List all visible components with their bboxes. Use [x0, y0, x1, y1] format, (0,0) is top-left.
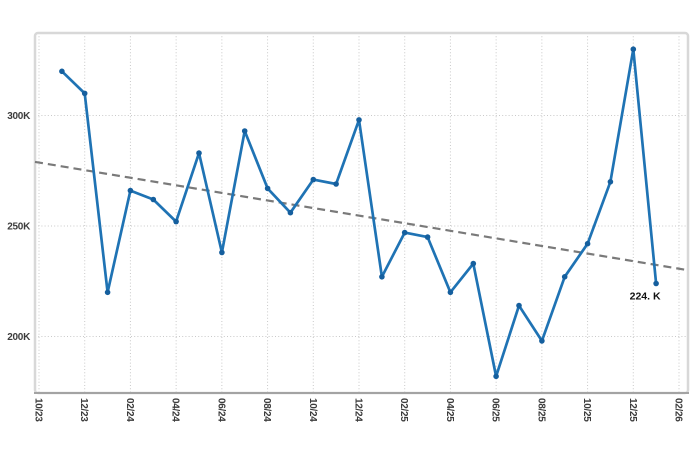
y-tick-label: 200K [7, 332, 31, 343]
x-tick-label: 02/26 [673, 398, 684, 422]
data-point-03-25[interactable] [424, 234, 431, 240]
trend-line [34, 160, 689, 272]
data-point-03-24[interactable] [150, 196, 157, 203]
data-point-11-24[interactable] [333, 181, 339, 187]
data-point-04-24[interactable] [173, 218, 179, 225]
data-point-08-24[interactable] [264, 185, 271, 192]
data-point-02-25[interactable] [401, 229, 408, 236]
data-point-11-25[interactable] [607, 179, 614, 185]
x-tick-label: 08/24 [261, 398, 272, 422]
data-point-07-24[interactable] [241, 128, 248, 134]
x-tick-label: 10/24 [307, 398, 318, 422]
data-point-05-24[interactable] [196, 150, 202, 156]
x-tick-label: 08/25 [535, 398, 546, 422]
x-tick-label: 12/23 [78, 398, 89, 422]
data-point-02-24[interactable] [127, 187, 134, 194]
plot-frame [33, 31, 690, 395]
data-point-08-25[interactable] [539, 338, 545, 344]
x-tick-label: 04/25 [444, 398, 455, 422]
data-point-10-25[interactable] [584, 240, 591, 247]
x-tick-label: 02/24 [124, 398, 135, 422]
x-tick-label: 12/24 [353, 398, 364, 422]
y-tick-label: 300K [7, 111, 31, 122]
data-point-12-25[interactable] [630, 46, 637, 52]
x-tick-label: 10/23 [33, 398, 44, 422]
data-point-01-24[interactable] [104, 289, 111, 296]
x-tick-label: 06/25 [490, 398, 501, 422]
data-point-04-25[interactable] [447, 289, 454, 296]
data-point-11-23[interactable] [59, 68, 65, 75]
x-tick-label: 02/25 [398, 398, 409, 422]
data-point-07-25[interactable] [516, 302, 522, 309]
x-tick-label: 10/25 [581, 398, 592, 422]
x-tick-label: 06/24 [215, 398, 226, 422]
y-tick-label: 250K [7, 222, 31, 233]
data-point-09-24[interactable] [287, 209, 294, 216]
data-point-01-26[interactable] [653, 280, 659, 287]
data-point-12-23[interactable] [81, 90, 88, 97]
data-point-05-25[interactable] [470, 260, 477, 267]
data-point-12-24[interactable] [356, 117, 362, 123]
x-tick-label: 04/24 [170, 398, 181, 422]
last-point-label: 224. K [630, 291, 661, 303]
data-point-09-25[interactable] [561, 274, 568, 280]
data-point-01-25[interactable] [379, 274, 385, 280]
x-tick-label: 12/25 [627, 398, 638, 422]
data-point-06-25[interactable] [493, 373, 499, 380]
data-point-06-24[interactable] [219, 249, 225, 256]
data-point-10-24[interactable] [310, 176, 317, 183]
